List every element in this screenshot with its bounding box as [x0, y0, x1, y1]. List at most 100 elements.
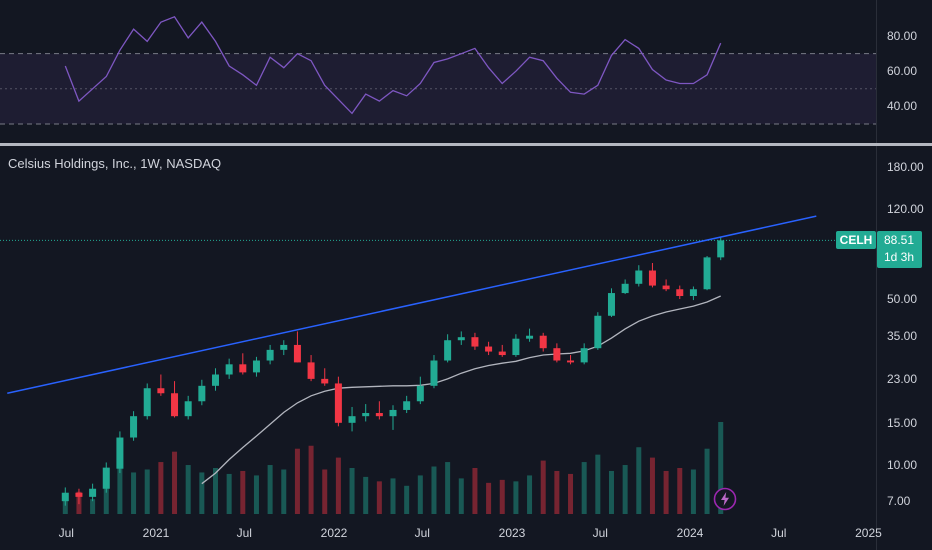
candle: [689, 286, 697, 301]
volume-bar: [349, 468, 355, 514]
volume-bar: [622, 465, 628, 514]
candle: [198, 379, 206, 406]
time-tick-label: 2021: [142, 526, 170, 540]
chart-legend-title: Celsius Holdings, Inc., 1W, NASDAQ: [8, 156, 222, 171]
candle: [635, 265, 643, 287]
volume-bar: [718, 422, 724, 514]
price-tick-label: 23.00: [887, 371, 918, 386]
time-tick-label: Jul: [236, 526, 252, 540]
volume-bar: [90, 499, 96, 514]
price-scale[interactable]: 180.00 120.00 50.00 35.00 23.00 15.00 10.00 7.0…: [876, 146, 932, 550]
rsi-tick-label: 80.00: [887, 29, 918, 44]
price-tick-label: 180.00: [887, 160, 924, 175]
volume-bar: [404, 485, 410, 514]
candle: [334, 376, 342, 427]
volume-bar: [253, 475, 259, 514]
volume-bar: [131, 472, 137, 514]
candle: [416, 376, 424, 405]
volume-bar: [226, 473, 232, 514]
trendline[interactable]: [7, 215, 817, 394]
candle: [171, 381, 179, 418]
candle: [717, 237, 725, 261]
volume-bar: [172, 451, 178, 514]
pane-divider[interactable]: [0, 143, 932, 146]
price-tick-label: 7.00: [887, 494, 911, 509]
time-tick-label: 2023: [498, 526, 526, 540]
candle: [116, 431, 124, 474]
candle: [130, 411, 138, 441]
candle-layer: [61, 237, 725, 506]
volume-bar: [649, 457, 655, 514]
time-tick-label: Jul: [414, 526, 430, 540]
price-tick-label: 35.00: [887, 328, 918, 343]
volume-bar: [431, 466, 437, 514]
price-pane[interactable]: [0, 146, 876, 550]
volume-bar: [499, 479, 505, 514]
time-tick-label: 2025: [855, 526, 882, 540]
candle: [61, 487, 69, 506]
volume-bar: [390, 478, 396, 514]
time-tick-label: Jul: [592, 526, 608, 540]
candle: [553, 343, 561, 363]
volume-bar: [540, 460, 546, 514]
candle: [280, 340, 288, 356]
rsi-price-scale[interactable]: 80.00 60.00 40.00: [876, 0, 932, 143]
volume-bar: [595, 454, 601, 514]
candle: [375, 401, 383, 420]
candle: [266, 344, 274, 365]
time-tick-label: Jul: [771, 526, 787, 540]
rsi-pane[interactable]: [0, 0, 876, 143]
volume-bar: [527, 475, 533, 514]
candle: [567, 355, 575, 365]
candle: [293, 331, 301, 363]
candle: [403, 395, 411, 414]
volume-bar: [690, 469, 696, 514]
moving-average-line: [201, 295, 721, 485]
volume-bar: [199, 472, 205, 514]
time-tick-label: Jul: [58, 526, 74, 540]
candle: [102, 462, 110, 493]
price-tick-label: 50.00: [887, 292, 918, 307]
candle: [607, 288, 615, 317]
symbol-badge: CELH: [836, 231, 876, 250]
volume-bar: [267, 465, 273, 514]
volume-bar: [704, 448, 710, 514]
volume-bar: [103, 487, 109, 514]
time-tick-label: 2022: [320, 526, 348, 540]
candle: [211, 368, 219, 391]
volume-bar: [677, 468, 683, 514]
volume-bar: [185, 465, 191, 514]
candle: [307, 355, 315, 382]
volume-bar: [445, 462, 451, 514]
volume-bar: [363, 476, 369, 514]
volume-layer: [62, 422, 724, 514]
volume-bar: [308, 445, 314, 514]
volume-bar: [472, 468, 478, 514]
candle: [239, 353, 247, 375]
candle: [362, 404, 370, 422]
rsi-line: [64, 16, 722, 115]
volume-bar: [240, 470, 246, 514]
volume-bar: [417, 475, 423, 514]
volume-bar: [486, 482, 492, 514]
candle: [143, 383, 151, 420]
candle: [512, 334, 520, 357]
volume-bar: [335, 457, 341, 514]
time-tick-label: 2024: [676, 526, 704, 540]
candle: [662, 279, 670, 292]
price-tick-label: 10.00: [887, 457, 918, 472]
volume-bar: [608, 470, 614, 514]
candle: [457, 331, 465, 345]
candle: [539, 332, 547, 352]
volume-bar: [376, 481, 382, 514]
candle: [225, 358, 233, 379]
lightning-icon[interactable]: [713, 487, 737, 511]
volume-bar: [554, 470, 560, 514]
last-price-badge: 88.51 1d 3h: [877, 231, 922, 269]
candle: [348, 406, 356, 432]
candle: [184, 395, 192, 420]
candle: [648, 263, 656, 288]
price-tick-label: 120.00: [887, 202, 924, 217]
bar-countdown: 1d 3h: [884, 250, 915, 265]
volume-bar: [663, 470, 669, 514]
